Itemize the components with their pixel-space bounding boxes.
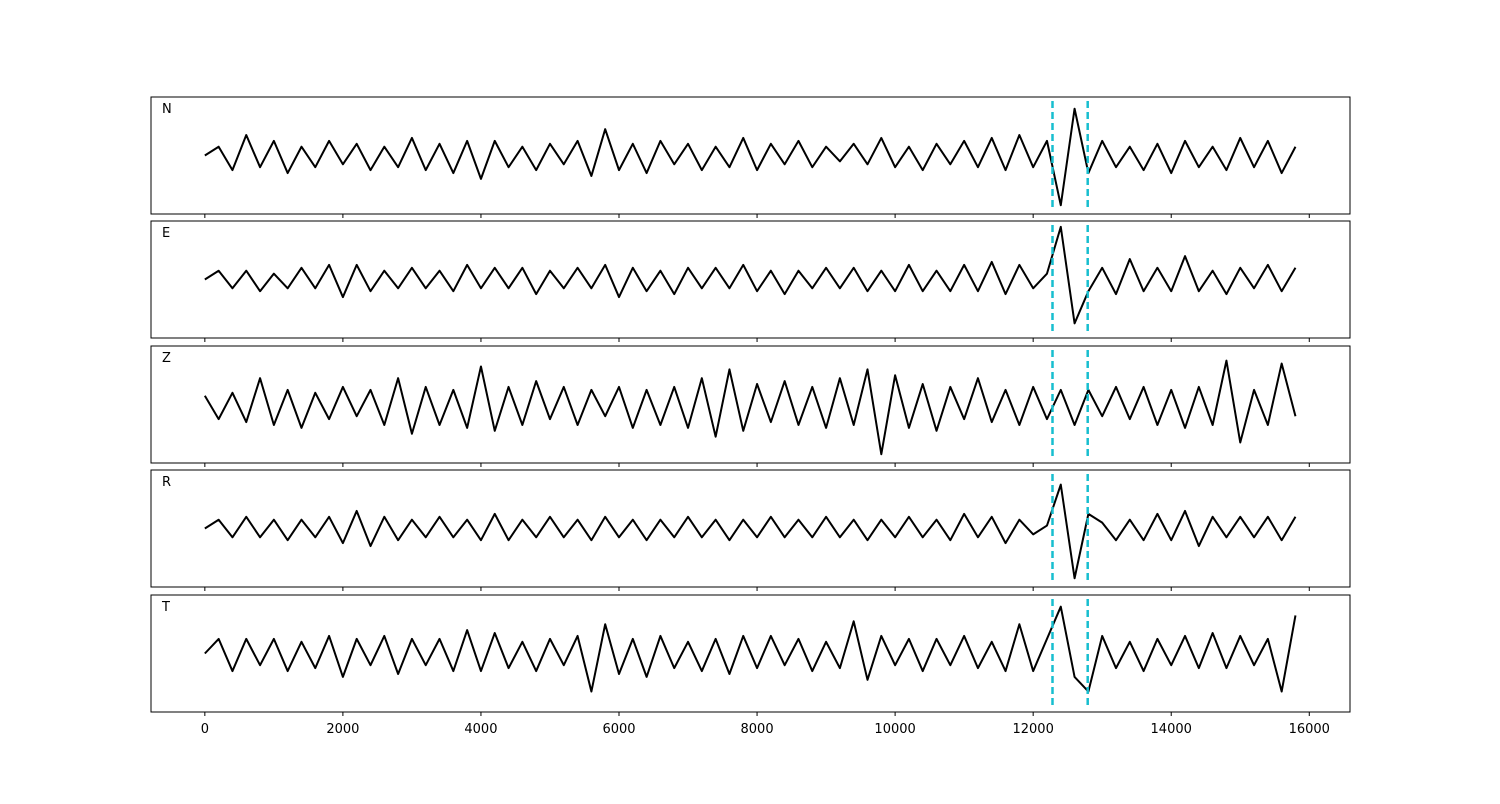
- x-tick-label: 2000: [326, 722, 359, 737]
- x-tick-label: 6000: [602, 722, 635, 737]
- trace: [204, 605, 1297, 693]
- trace: [203, 359, 1297, 456]
- trace: [204, 225, 1297, 325]
- trace: [204, 483, 1297, 580]
- x-tick-label: 16000: [1289, 722, 1330, 737]
- trace: [204, 107, 1297, 207]
- panel-label: N: [162, 102, 172, 117]
- x-tick-label: 8000: [741, 722, 774, 737]
- panel-label: Z: [162, 351, 171, 366]
- x-tick-label: 12000: [1012, 722, 1053, 737]
- x-tick-label: 0: [201, 722, 209, 737]
- panel-label: E: [162, 226, 170, 241]
- panel-label: R: [162, 475, 171, 490]
- panel-label: T: [161, 600, 170, 615]
- x-tick-label: 10000: [874, 722, 915, 737]
- x-tick-label: 4000: [464, 722, 497, 737]
- x-tick-label: 14000: [1151, 722, 1192, 737]
